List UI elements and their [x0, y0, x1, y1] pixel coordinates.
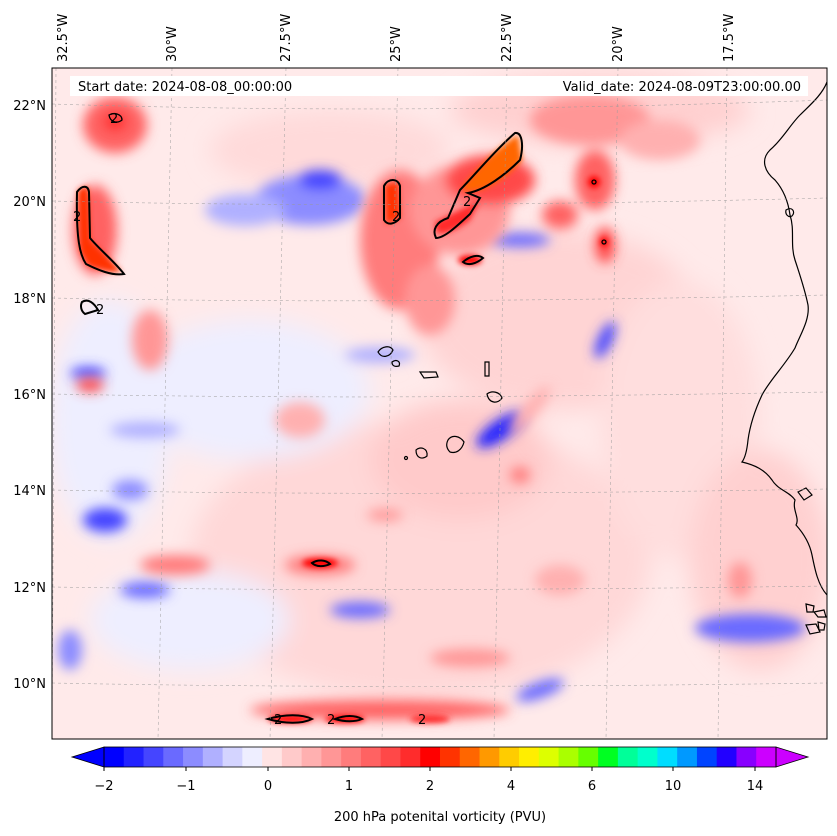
colorbar-swatch: [598, 747, 619, 767]
negative-pv-patches: [58, 170, 805, 702]
colorbar-swatch: [617, 747, 639, 767]
colorbar-swatch: [459, 747, 481, 767]
background-field: [52, 75, 827, 700]
colorbar-swatch: [242, 747, 263, 767]
graticule: [52, 68, 827, 739]
start-date-label: Start date: 2024-08-08_00:00:00: [78, 80, 292, 95]
colorbar-swatch: [677, 747, 698, 767]
colorbar-swatch: [756, 747, 777, 767]
colorbar-swatch: [400, 747, 421, 767]
colorbar-swatch: [183, 747, 204, 767]
colorbar-swatch: [104, 747, 125, 767]
lon-label: 22.5°W: [500, 14, 515, 62]
colorbar-swatch: [479, 747, 500, 767]
colorbar-swatch: [736, 747, 757, 767]
colorbar-swatch: [716, 747, 738, 767]
colorbar-swatch: [202, 747, 224, 767]
colorbar-swatch: [222, 747, 243, 767]
contour-labels: 2 2 2 2 2 2 2 2: [73, 112, 471, 728]
colorbar-swatch: [281, 747, 303, 767]
lon-label: 32.5°W: [56, 14, 71, 62]
colorbar-swatches: [104, 747, 777, 767]
colorbar-outline: [103, 746, 777, 768]
contour-label: 2: [110, 112, 118, 127]
colorbar-tick-label: −2: [94, 779, 113, 794]
colorbar-swatch: [163, 747, 184, 767]
lat-label: 18°N: [13, 292, 46, 307]
colorbar-ticks: [103, 767, 756, 771]
colorbar-tick-label: 14: [747, 779, 764, 794]
colorbar: −2 −1 0 1 2 4 6 10 14 200 hPa potenital …: [70, 746, 810, 825]
contour-label: 2: [274, 713, 282, 728]
lon-label: 25°W: [389, 26, 404, 62]
date-banner: [70, 76, 808, 96]
colorbar-swatch: [341, 747, 362, 767]
valid-date-label: Valid_date: 2024-08-09T23:00:00.00: [563, 80, 801, 95]
colorbar-swatch: [360, 747, 382, 767]
contour-label: 2: [463, 195, 471, 210]
lat-label: 22°N: [13, 99, 46, 114]
colorbar-max-extension: [775, 746, 810, 768]
colorbar-swatch: [420, 747, 441, 767]
colorbar-tick-label: 10: [665, 779, 682, 794]
colorbar-swatch: [143, 747, 164, 767]
colorbar-label: 200 hPa potenital vorticity (PVU): [334, 810, 546, 825]
lat-label: 20°N: [13, 195, 46, 210]
lon-label: 17.5°W: [722, 14, 737, 62]
lon-label: 30°W: [165, 26, 180, 62]
contour-label: 2: [327, 713, 335, 728]
lat-label: 14°N: [13, 484, 46, 499]
colorbar-swatch: [499, 747, 520, 767]
colorbar-swatch: [380, 747, 402, 767]
lat-label: 16°N: [13, 388, 46, 403]
colorbar-tick-label: 0: [264, 779, 272, 794]
colorbar-tick-label: −1: [176, 779, 195, 794]
colorbar-tick-label: 4: [507, 779, 515, 794]
contour-label: 2: [392, 210, 400, 225]
lon-label: 20°W: [611, 26, 626, 62]
contour-label: 2: [73, 210, 81, 225]
colorbar-tick-labels: −2 −1 0 1 2 4 6 10 14: [94, 779, 763, 794]
colorbar-swatch: [301, 747, 323, 767]
colorbar-min-extension: [70, 746, 105, 768]
colorbar-tick-label: 1: [345, 779, 353, 794]
colorbar-tick-label: 2: [426, 779, 434, 794]
colorbar-swatch: [321, 747, 342, 767]
coastline: [377, 81, 827, 635]
colorbar-swatch: [262, 747, 283, 767]
lat-label: 12°N: [13, 581, 46, 596]
contour-label: 2: [418, 713, 426, 728]
colorbar-tick-label: 6: [588, 779, 596, 794]
longitude-labels: 32.5°W 30°W 27.5°W 25°W 22.5°W 20°W 17.5…: [56, 14, 737, 62]
colorbar-swatch: [440, 747, 461, 767]
colorbar-swatch: [637, 747, 659, 767]
contour-label: 2: [96, 303, 104, 318]
colorbar-swatch: [696, 747, 718, 767]
colorbar-swatch: [558, 747, 579, 767]
map-frame: [51, 67, 828, 740]
lat-label: 10°N: [13, 677, 46, 692]
latitude-labels: 22°N 20°N 18°N 16°N 14°N 12°N 10°N: [13, 99, 46, 692]
colorbar-swatch: [123, 747, 145, 767]
pv-2-contours: [75, 132, 524, 724]
map-plot-area: [52, 68, 827, 739]
pv-2-contour-thin: [108, 113, 607, 245]
colorbar-swatch: [538, 747, 560, 767]
lon-label: 27.5°W: [279, 14, 294, 62]
colorbar-swatch: [657, 747, 678, 767]
colorbar-swatch: [578, 747, 599, 767]
colorbar-swatch: [519, 747, 540, 767]
